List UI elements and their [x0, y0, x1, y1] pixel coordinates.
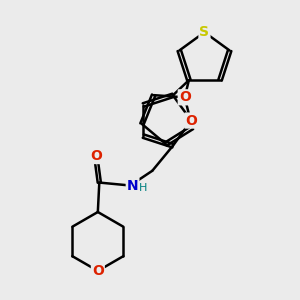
Text: N: N [127, 178, 138, 193]
Text: S: S [200, 25, 209, 39]
Text: O: O [185, 114, 197, 128]
Text: O: O [90, 149, 102, 163]
Text: O: O [179, 90, 190, 104]
Text: O: O [92, 264, 104, 278]
Text: H: H [138, 183, 147, 193]
